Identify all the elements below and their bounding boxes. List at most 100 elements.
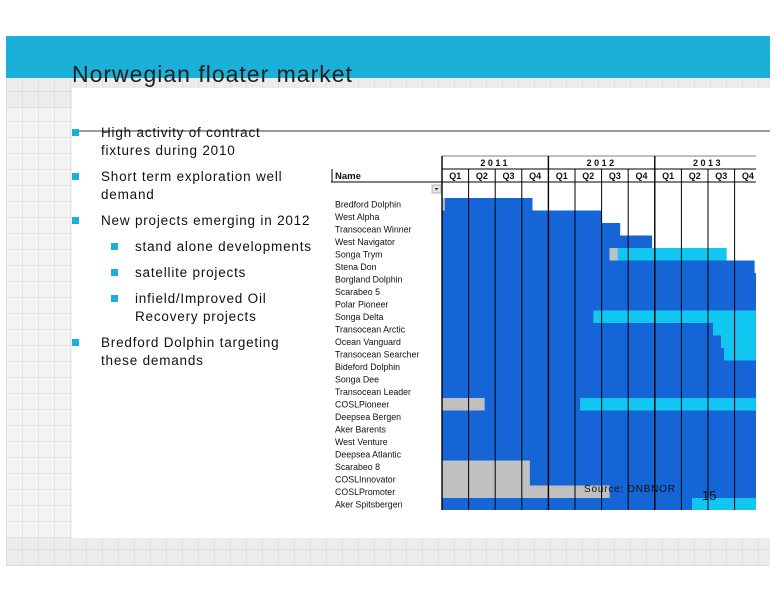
gantt-bar (442, 385, 756, 398)
gantt-bar (580, 398, 756, 411)
rig-name-label: Bredford Dolphin (335, 200, 401, 210)
bullet-square-icon (111, 243, 118, 250)
bullet-square-icon (72, 173, 79, 180)
quarter-label: Q1 (449, 171, 461, 181)
chevron-down-icon (434, 188, 439, 191)
rig-name-label: Deepsea Atlantic (335, 450, 402, 460)
rig-gantt-chart: 2011 2012 2013 Q1 Q2 Q3 Q4 Q1 Q2 Q3 Q4 Q1 Q2 Q3 Q4 Name… (331, 120, 756, 510)
rig-name-label: Songa Delta (335, 312, 384, 322)
gantt-bar (442, 460, 530, 473)
rig-name-label: Ocean Vanguard (335, 337, 401, 347)
rig-name-label: Polar Pioneer (335, 300, 388, 310)
gantt-bar (442, 335, 722, 348)
gantt-bar (444, 198, 533, 211)
quarter-label: Q4 (529, 171, 541, 181)
rig-name-label: Songa Trym (335, 250, 382, 260)
sub-bullet-item: stand alone developments (72, 238, 312, 256)
bullet-item: High activity of contract fixtures durin… (72, 124, 312, 160)
quarter-label: Q1 (556, 171, 568, 181)
rig-name-label: Transocean Winner (335, 225, 412, 235)
year-label: 2013 (693, 158, 723, 168)
gantt-bar (609, 248, 618, 261)
bullet-item: New projects emerging in 2012 (72, 212, 312, 230)
quarter-label: Q2 (476, 171, 488, 181)
rig-name-label: West Alpha (335, 212, 379, 222)
rig-name-label: Stena Don (335, 262, 377, 272)
sub-bullet-item: infield/Improved Oil Recovery projects (72, 290, 312, 326)
gantt-bar (724, 348, 756, 361)
rig-name-label: Aker Spitsbergen (335, 500, 403, 510)
bullet-square-icon (72, 339, 79, 346)
gantt-bar (442, 223, 621, 236)
year-label: 2012 (587, 158, 617, 168)
rig-name-label: COSLPioneer (335, 400, 389, 410)
gantt-bar (442, 360, 756, 373)
bullet-square-icon (111, 269, 118, 276)
gantt-bar (442, 310, 594, 323)
rig-name-label: Borgland Dolphin (335, 275, 403, 285)
bullet-square-icon (72, 129, 79, 136)
quarter-header-box (441, 168, 756, 183)
rig-name-label: Aker Barents (335, 425, 386, 435)
bullet-square-icon (111, 295, 118, 302)
gantt-bar (442, 198, 445, 211)
rig-name-label: Deepsea Bergen (335, 412, 401, 422)
rig-name-label: COSLPromoter (335, 487, 395, 497)
source-note: Source: DNBNOR (584, 484, 676, 495)
gantt-bar (442, 498, 692, 510)
rig-name-label: Transocean Leader (335, 387, 411, 397)
rig-name-label: COSLInnovator (335, 475, 396, 485)
gantt-bar (442, 410, 756, 423)
gantt-bar (442, 248, 610, 261)
gantt-bar (593, 310, 756, 323)
gantt-bar (442, 373, 756, 386)
gantt-bar (609, 485, 756, 498)
bullet-text: infield/Improved Oil Recovery projects (135, 291, 267, 324)
bullet-text: stand alone developments (135, 239, 312, 254)
quarter-label: Q3 (715, 171, 727, 181)
quarter-label: Q2 (582, 171, 594, 181)
bullet-text: satellite projects (135, 265, 247, 280)
gantt-bar (484, 398, 581, 411)
bullet-item: Bredford Dolphin targeting these demands (72, 334, 312, 370)
quarter-label: Q3 (609, 171, 621, 181)
gantt-bar (442, 323, 714, 336)
sub-bullet-item: satellite projects (72, 264, 312, 282)
gantt-bar (442, 435, 756, 448)
gantt-bar (617, 248, 727, 261)
gantt-bar (529, 473, 756, 486)
gantt-bar (442, 260, 755, 273)
bullet-text: Short term exploration well demand (101, 169, 283, 202)
gantt-bar (442, 485, 610, 498)
gantt-bar (442, 473, 530, 486)
rig-name-label: Songa Dee (335, 375, 379, 385)
name-column-header: Name (335, 171, 361, 182)
grid-texture-bottom (6, 538, 770, 566)
rig-name-label: West Venture (335, 437, 388, 447)
quarter-label: Q2 (689, 171, 701, 181)
grid-texture-left (6, 108, 72, 538)
title-area (72, 88, 770, 128)
quarter-label: Q1 (662, 171, 674, 181)
gantt-svg: 2011 2012 2013 Q1 Q2 Q3 Q4 Q1 Q2 Q3 Q4 Q1 Q2 Q3 Q4 Name… (331, 155, 756, 510)
bullet-text: High activity of contract fixtures durin… (101, 125, 261, 158)
gantt-bar (442, 448, 756, 461)
gantt-bar (442, 348, 724, 361)
rig-name-label: West Navigator (335, 237, 395, 247)
gantt-bar (529, 460, 756, 473)
quarter-label: Q3 (502, 171, 514, 181)
quarter-label: Q4 (742, 171, 754, 181)
bullet-text: New projects emerging in 2012 (101, 213, 311, 228)
rig-name-label: Scarabeo 5 (335, 287, 380, 297)
rig-name-label: Transocean Arctic (335, 325, 406, 335)
year-label: 2011 (480, 158, 510, 168)
gantt-bar (442, 398, 485, 411)
bullet-text: Bredford Dolphin targeting these demands (101, 335, 280, 368)
gantt-bar (442, 235, 653, 248)
header-band (6, 36, 770, 78)
rig-name-label: Scarabeo 8 (335, 462, 380, 472)
title-divider (72, 130, 770, 132)
gantt-bar (442, 423, 756, 436)
gantt-bar (442, 273, 756, 286)
gantt-bar (442, 298, 756, 311)
